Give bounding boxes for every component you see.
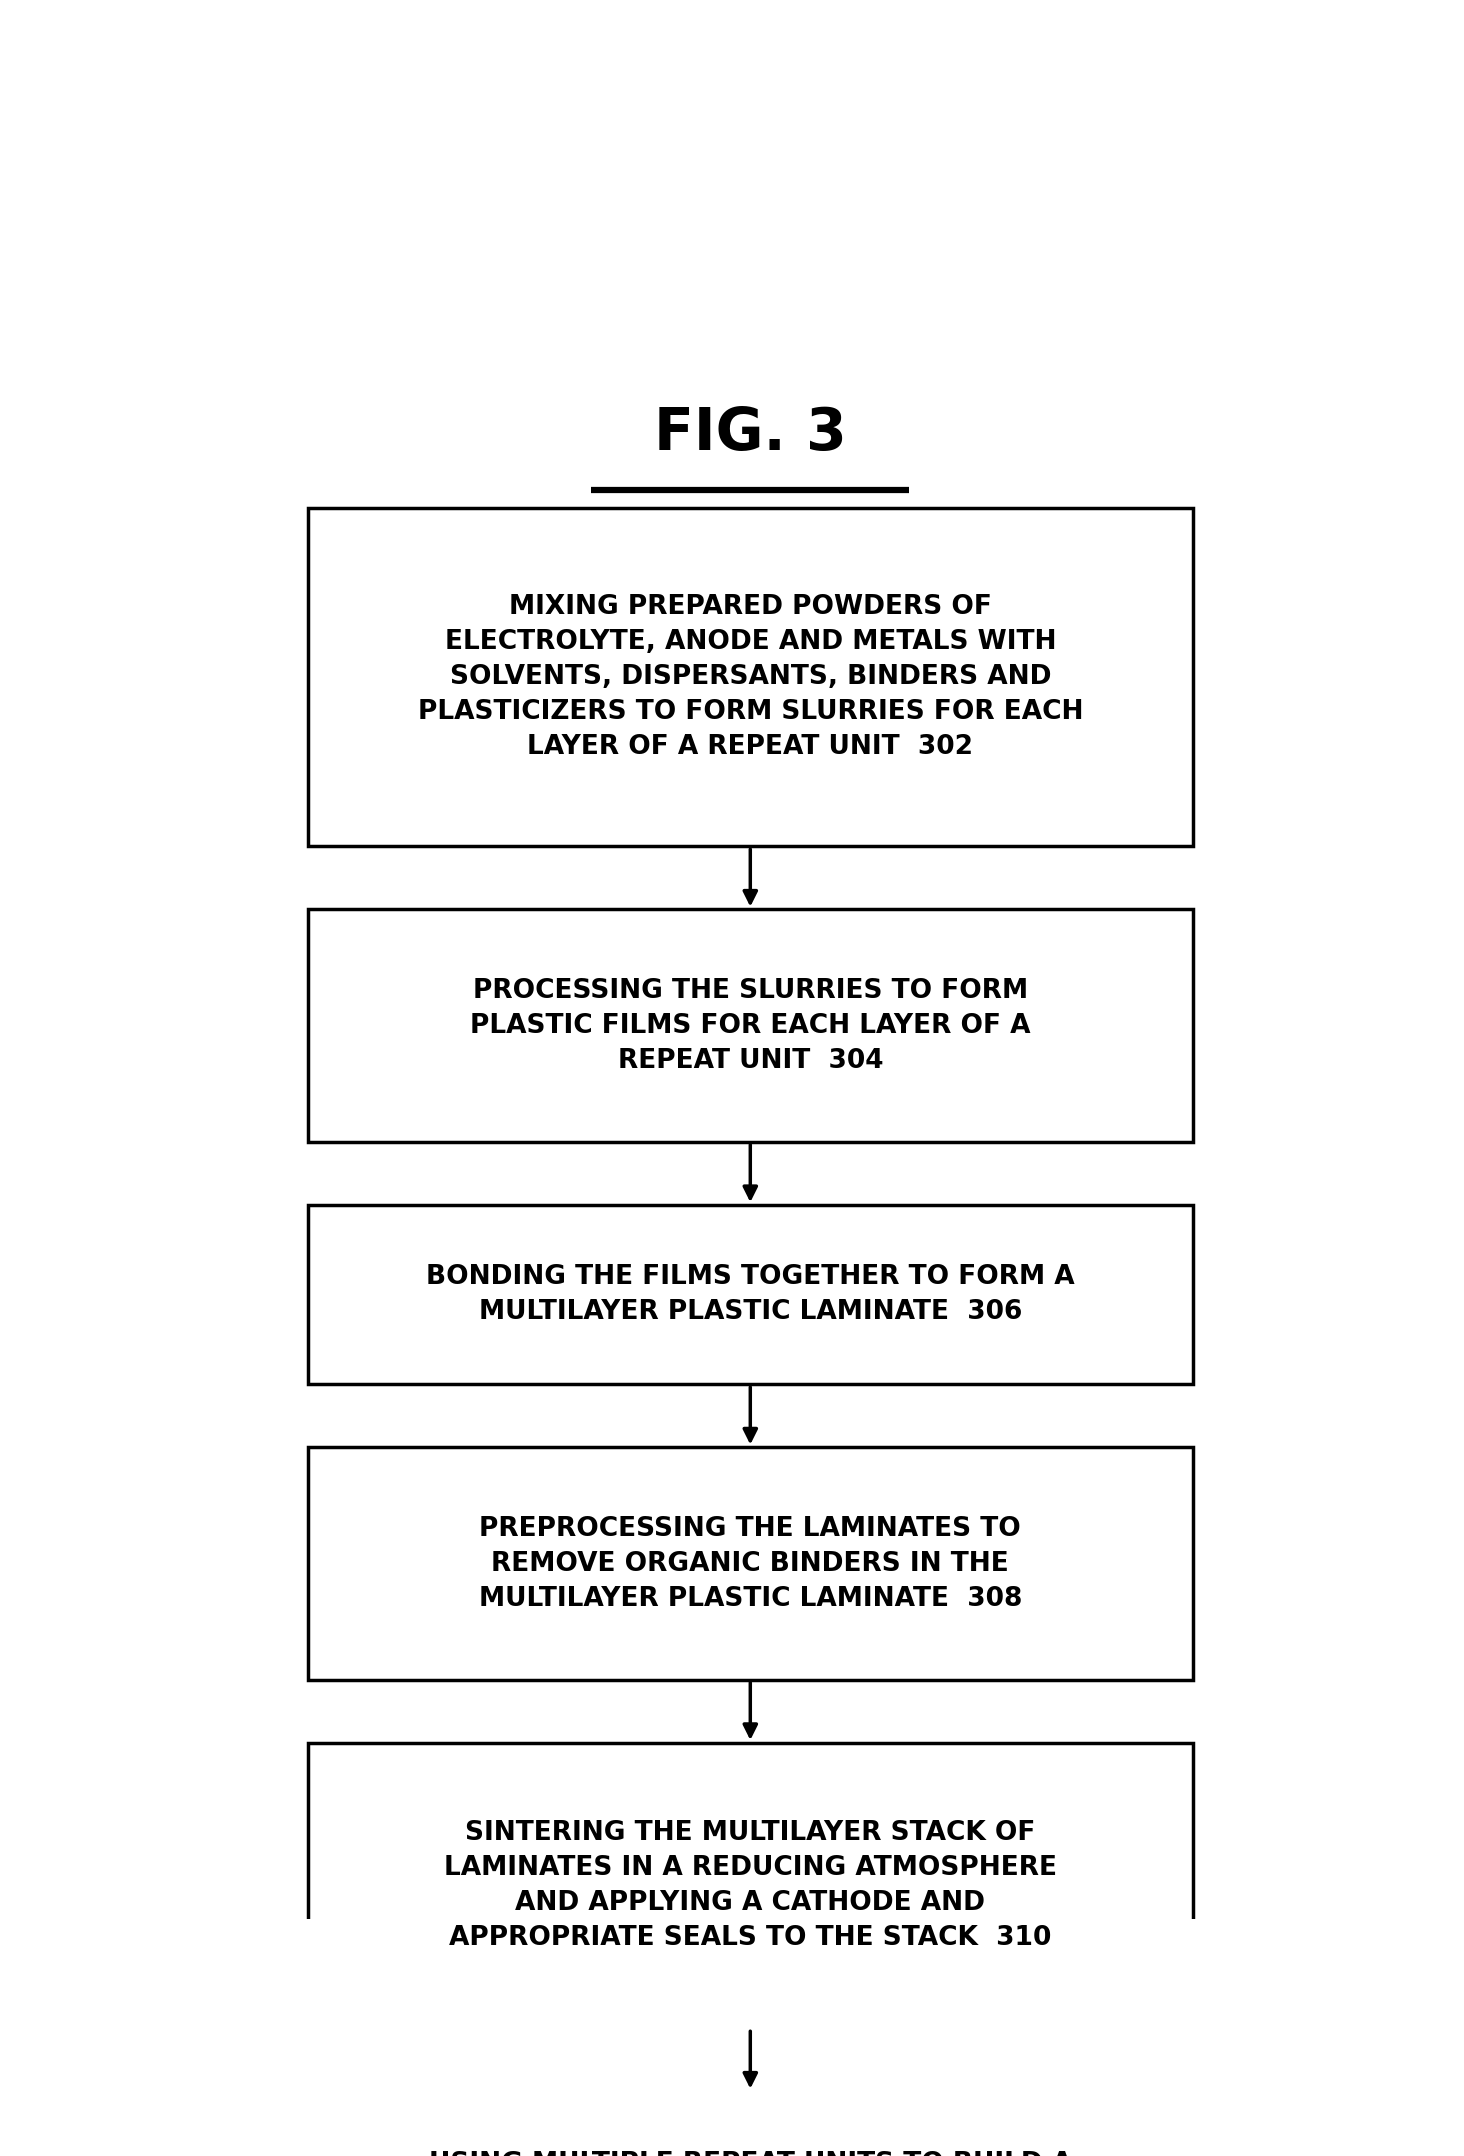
Text: PROCESSING THE SLURRIES TO FORM
PLASTIC FILMS FOR EACH LAYER OF A
REPEAT UNIT  3: PROCESSING THE SLURRIES TO FORM PLASTIC … [470, 977, 1031, 1074]
Text: MIXING PREPARED POWDERS OF
ELECTROLYTE, ANODE AND METALS WITH
SOLVENTS, DISPERSA: MIXING PREPARED POWDERS OF ELECTROLYTE, … [417, 595, 1083, 761]
FancyBboxPatch shape [307, 1447, 1193, 1680]
Text: FIG. 3: FIG. 3 [654, 405, 846, 461]
FancyBboxPatch shape [307, 910, 1193, 1143]
Text: SINTERING THE MULTILAYER STACK OF
LAMINATES IN A REDUCING ATMOSPHERE
AND APPLYIN: SINTERING THE MULTILAYER STACK OF LAMINA… [444, 1820, 1057, 1951]
FancyBboxPatch shape [307, 1742, 1193, 2029]
Text: PREPROCESSING THE LAMINATES TO
REMOVE ORGANIC BINDERS IN THE
MULTILAYER PLASTIC : PREPROCESSING THE LAMINATES TO REMOVE OR… [479, 1516, 1022, 1611]
FancyBboxPatch shape [307, 1205, 1193, 1384]
Text: USING MULTIPLE REPEAT UNITS TO BUILD A
SOFC STACK  312: USING MULTIPLE REPEAT UNITS TO BUILD A S… [429, 2152, 1072, 2156]
FancyBboxPatch shape [307, 2091, 1193, 2156]
Text: BONDING THE FILMS TOGETHER TO FORM A
MULTILAYER PLASTIC LAMINATE  306: BONDING THE FILMS TOGETHER TO FORM A MUL… [426, 1263, 1075, 1326]
FancyBboxPatch shape [307, 509, 1193, 847]
